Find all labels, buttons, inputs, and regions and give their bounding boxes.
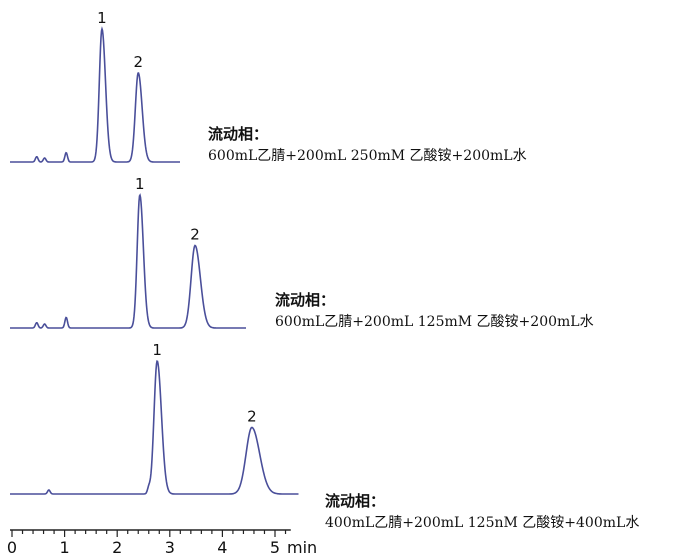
peak-label-3-1: 1 <box>152 341 162 359</box>
x-tick-label: 1 <box>60 538 70 557</box>
x-tick-label: 3 <box>165 538 175 557</box>
peak-label-2-1: 1 <box>135 175 145 193</box>
condition-3: 流动相： 400mL乙腈+200mL 125nM 乙酸铵+400mL水 <box>325 490 639 534</box>
trace-2 <box>10 193 246 329</box>
x-tick-label: 0 <box>7 538 17 557</box>
condition-3-label: 流动相： <box>325 492 386 510</box>
condition-2: 流动相： 600mL乙腈+200mL 125mM 乙酸铵+200mL水 <box>275 289 594 333</box>
condition-1-label: 流动相： <box>208 125 269 143</box>
condition-3-text: 400mL乙腈+200mL 125nM 乙酸铵+400mL水 <box>325 515 640 531</box>
x-tick-label: 4 <box>217 538 227 557</box>
peak-label-3-2: 2 <box>247 408 257 426</box>
condition-1: 流动相： 600mL乙腈+200mL 250mM 乙酸铵+200mL水 <box>208 123 527 167</box>
condition-2-label: 流动相： <box>275 291 336 309</box>
trace-3 <box>10 360 299 495</box>
condition-1-text: 600mL乙腈+200mL 250mM 乙酸铵+200mL水 <box>208 148 527 164</box>
peak-label-1-2: 2 <box>133 53 143 71</box>
peak-label-1-1: 1 <box>97 9 107 27</box>
condition-2-text: 600mL乙腈+200mL 125mM 乙酸铵+200mL水 <box>275 314 594 330</box>
x-tick-label: 2 <box>112 538 122 557</box>
trace-1 <box>10 26 180 163</box>
x-axis-label: min <box>287 538 317 557</box>
x-tick-label: 5 <box>270 538 280 557</box>
peak-label-2-2: 2 <box>190 226 200 244</box>
